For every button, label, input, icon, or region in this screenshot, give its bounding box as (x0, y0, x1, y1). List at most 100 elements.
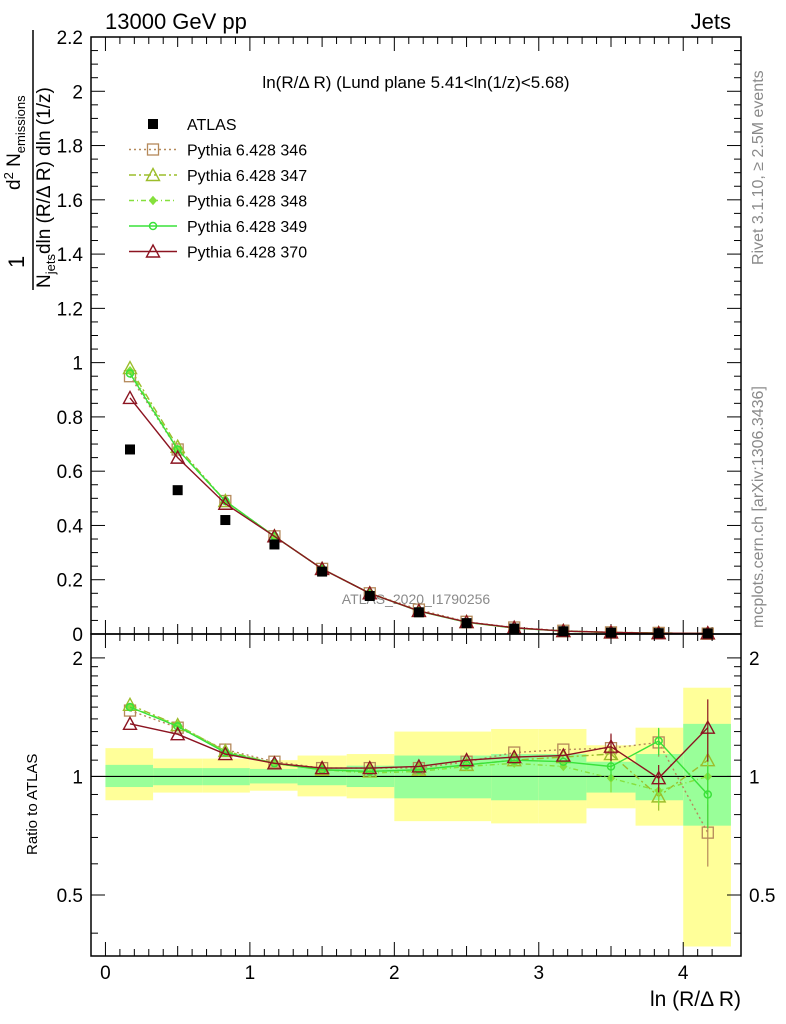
ylabel-dln: dln (R/Δ R) dln (1/z) (34, 87, 55, 254)
ratio-point (654, 736, 663, 746)
uncertainty-bands (105, 687, 731, 947)
atlas-point (172, 485, 183, 496)
y-tick-label: 1.8 (57, 137, 83, 158)
rivet-label: Rivet 3.1.10, ≥ 2.5M events (750, 70, 767, 265)
ratio-point (458, 752, 475, 767)
ratio-curves (122, 696, 716, 867)
ratio-point (266, 755, 283, 770)
ylabel-d: d (4, 179, 25, 190)
series-point (173, 445, 182, 454)
y-tick-label: 0.8 (57, 408, 83, 429)
ratio-point (362, 760, 378, 775)
ratio-point (703, 790, 713, 799)
y-tick-label: 1.4 (57, 245, 84, 266)
ylabel-d-sup: 2 (1, 172, 16, 179)
x-axis-label: ln (R/Δ R) (650, 988, 741, 1011)
atlas-point (220, 515, 231, 526)
ratio-point (125, 702, 135, 712)
ratio-y-tick-label: 0.5 (57, 886, 83, 907)
ratio-y-axis-label: Ratio to ATLAS (24, 754, 41, 855)
legend-marker (148, 221, 158, 231)
x-tick-label: 1 (245, 963, 256, 984)
ratio-y-tick-label: 2 (72, 649, 83, 670)
x-tick-label: 2 (389, 963, 400, 984)
main-plot-panel: ATLAS_2020_I1790256 0 0.2 0.4 0.6 0.8 1 1.2 1.4… (57, 28, 742, 646)
y-tick-label: 0.4 (57, 516, 84, 537)
header-left: 13000 GeV pp (105, 9, 247, 34)
ratio-point (411, 758, 427, 773)
legend-label: ATLAS (187, 117, 237, 134)
legend-entry-3: Pythia 6.428 348 (129, 194, 307, 211)
ratio-point (314, 760, 330, 775)
y-tick-label: 1 (72, 354, 83, 375)
atlas-point (509, 623, 520, 634)
ratio-point (122, 715, 138, 731)
ratio-plot-panel: 0.5 0.5 1 1 2 2 0 1 2 3 4 (57, 633, 775, 984)
y-tick-label: 1.6 (57, 191, 83, 212)
ratio-ticks: 0.5 0.5 1 1 2 2 0 1 2 3 4 (57, 634, 775, 984)
ratio-point (173, 722, 182, 731)
ratio-point (700, 719, 716, 734)
atlas-point (269, 539, 280, 550)
watermark: ATLAS_2020_I1790256 (342, 591, 491, 607)
series-point (125, 369, 135, 378)
ratio-point (508, 746, 521, 759)
legend-label: Pythia 6.428 348 (187, 194, 307, 211)
ratio-point (606, 762, 616, 771)
ratio-point (555, 747, 572, 762)
legend-entry-atlas: ATLAS (148, 117, 237, 134)
ylabel-njets: Njetsdln (R/Δ R) dln (1/z) (34, 87, 58, 288)
series-point (122, 389, 138, 405)
main-plot-title: ln(R/Δ R) (Lund plane 5.41<ln(1/z)<5.68) (262, 73, 569, 92)
x-tick-label: 0 (100, 963, 111, 984)
ratio-point (462, 760, 471, 770)
legend: ATLAS Pythia 6.428 346 Pythia 6.428 347 Pyt… (129, 117, 307, 262)
legend-marker (148, 195, 158, 206)
legend-entry-1: Pythia 6.428 346 (129, 143, 307, 160)
legend-entry-5: Pythia 6.428 370 (129, 243, 307, 262)
legend-entry-4: Pythia 6.428 349 (129, 219, 307, 236)
legend-marker (146, 143, 160, 156)
ratio-y-tick-label-right: 1 (749, 767, 760, 788)
header-right: Jets (691, 9, 731, 34)
y-tick-label: 2 (72, 82, 83, 103)
y-tick-label: 0 (72, 625, 83, 646)
ratio-y-tick-label-right: 0.5 (749, 886, 775, 907)
legend-label: Pythia 6.428 347 (187, 168, 307, 185)
atlas-point (125, 444, 135, 455)
atlas-point (317, 566, 328, 577)
main-y-axis-label: 1 Njetsdln (R/Δ R) dln (1/z) d2 Nemissio… (1, 30, 58, 290)
ylabel-n: N (4, 153, 25, 172)
legend-label: Pythia 6.428 346 (187, 143, 307, 160)
legend-label: Pythia 6.428 370 (187, 245, 307, 262)
atlas-point (364, 591, 375, 602)
legend-label: Pythia 6.428 349 (187, 219, 307, 236)
legend-entry-2: Pythia 6.428 347 (129, 167, 307, 185)
atlas-point (413, 607, 424, 618)
ratio-point (506, 749, 522, 764)
mcplots-label: mcplots.cern.ch [arXiv:1306.3436] (750, 386, 767, 628)
ratio-plot-frame (90, 633, 742, 957)
atlas-point (461, 618, 472, 629)
x-tick-label: 3 (533, 963, 544, 984)
atlas-point (653, 628, 664, 639)
x-tick-label: 4 (678, 963, 689, 984)
ratio-point (603, 738, 619, 753)
ratio-point (169, 726, 186, 741)
y-tick-label: 0.6 (57, 462, 83, 483)
atlas-data-points (125, 444, 713, 639)
ratio-y-tick-label-right: 2 (749, 649, 760, 670)
legend-marker (145, 243, 161, 258)
legend-marker (145, 167, 161, 182)
ylabel-denominator: d2 Nemissions (1, 95, 28, 190)
atlas-point (558, 626, 569, 637)
y-tick-label: 0.2 (57, 571, 83, 592)
ratio-y-tick-label: 1 (72, 767, 83, 788)
legend-marker (148, 119, 158, 129)
ratio-point (217, 746, 234, 761)
series-point (169, 449, 186, 464)
ratio-point (650, 770, 667, 785)
ylabel-n-sub: emissions (13, 95, 28, 153)
ylabel-njets-main: N (34, 274, 55, 288)
